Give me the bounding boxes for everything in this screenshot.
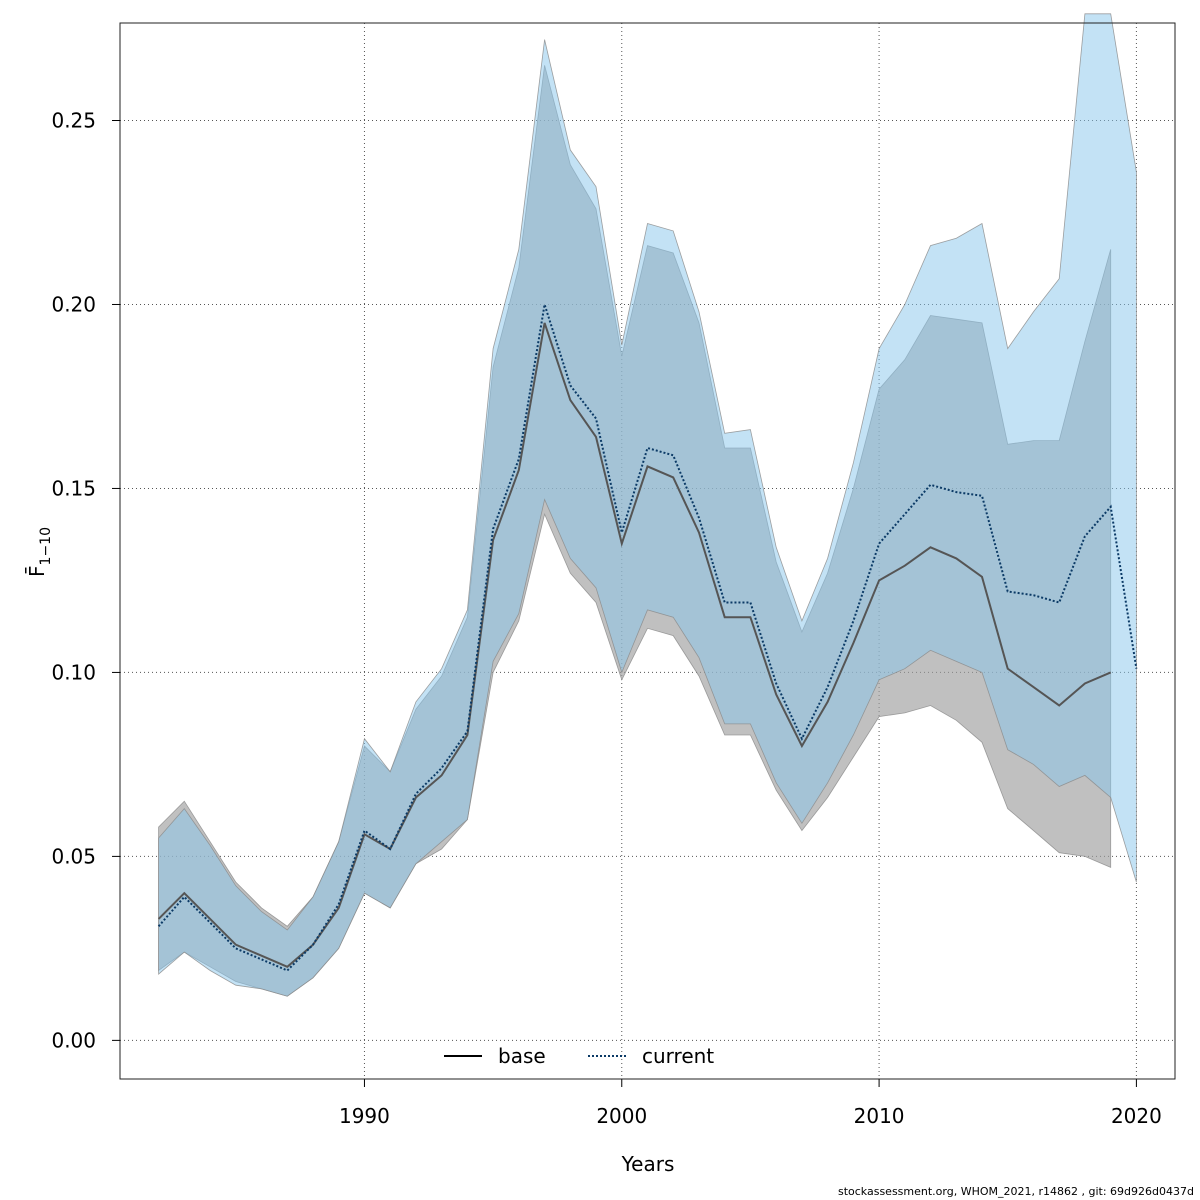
y-tick-label: 0.05 xyxy=(51,844,96,868)
confidence-band-current xyxy=(158,13,1137,997)
plot-frame xyxy=(119,22,1176,1080)
y-tick-label: 0.25 xyxy=(51,109,96,133)
y-tick-label: 0.15 xyxy=(51,476,96,500)
x-tick-label: 2000 xyxy=(596,1104,647,1128)
y-axis-title-subscript: 1−10 xyxy=(38,527,54,565)
x-axis-ticks: 1990 2000 2010 2020 xyxy=(339,1079,1162,1128)
series-lines xyxy=(157,304,1138,972)
x-tick-label: 1990 xyxy=(339,1104,390,1128)
y-axis-title-main: F̄ xyxy=(24,565,49,577)
svg-text:F̄1−10: F̄1−10 xyxy=(24,527,54,577)
x-axis-title: Years xyxy=(621,1152,675,1176)
footer-credit: stockassessment.org, WHOM_2021, r14862 ,… xyxy=(837,1185,1194,1198)
x-tick-label: 2020 xyxy=(1111,1104,1162,1128)
y-tick-label: 0.20 xyxy=(51,292,96,316)
legend-label-current: current xyxy=(642,1044,714,1068)
x-tick-label: 2010 xyxy=(854,1104,905,1128)
series-line-current xyxy=(157,304,1138,972)
confidence-bands xyxy=(158,13,1137,997)
y-tick-label: 0.10 xyxy=(51,660,96,684)
y-axis-title: F̄1−10 xyxy=(24,527,54,577)
series-line-base xyxy=(157,322,1112,968)
legend: base current xyxy=(444,1044,714,1068)
legend-label-base: base xyxy=(498,1044,546,1068)
y-tick-label: 0.00 xyxy=(51,1028,96,1052)
y-axis-ticks: 0.00 0.05 0.10 0.15 0.20 0.25 xyxy=(51,109,120,1052)
